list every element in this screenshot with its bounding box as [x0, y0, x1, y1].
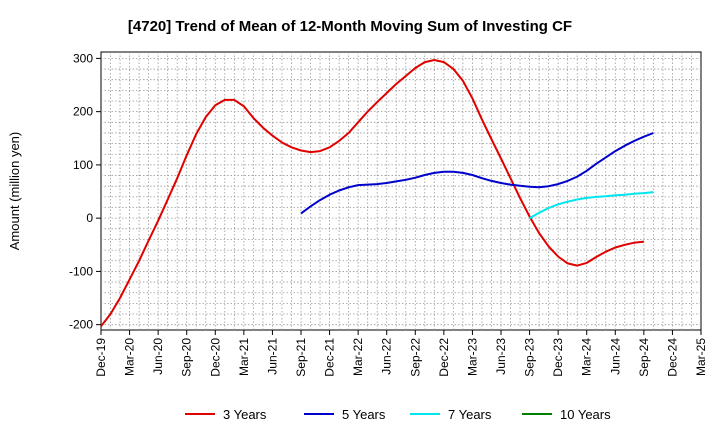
y-axis-label: Amount (million yen) — [7, 132, 22, 251]
x-tick-label: Sep-24 — [637, 338, 651, 377]
x-tick-label: Jun-21 — [265, 338, 279, 375]
y-tick-label: 100 — [73, 158, 93, 172]
y-tick-label: 200 — [73, 105, 93, 119]
y-tick-label: 0 — [86, 211, 93, 225]
x-tick-label: Dec-22 — [437, 338, 451, 377]
series-line-3-years — [100, 59, 645, 327]
x-tick-label: Jun-22 — [380, 338, 394, 375]
legend-label: 7 Years — [448, 407, 492, 422]
legend-label: 3 Years — [223, 407, 267, 422]
x-tick-label: Dec-23 — [551, 338, 565, 377]
x-tick-label: Jun-24 — [608, 338, 622, 375]
x-tick-label: Mar-24 — [580, 338, 594, 376]
x-tick-label: Mar-20 — [123, 338, 137, 376]
y-axis-ticks: 300 200 100 0 -100 -200 — [69, 51, 101, 332]
series-layer — [100, 59, 654, 327]
y-tick-label: -200 — [69, 318, 93, 332]
legend-label: 10 Years — [560, 407, 611, 422]
legend: 3 Years 5 Years 7 Years 10 Years — [185, 407, 611, 422]
y-tick-label: -100 — [69, 264, 93, 278]
x-tick-label: Mar-25 — [694, 338, 708, 376]
x-tick-label: Mar-22 — [351, 338, 365, 376]
x-axis-ticks: Dec-19 Mar-20 Jun-20 Sep-20 Dec-20 Mar-21 Jun-… — [94, 330, 708, 377]
x-tick-label: Sep-21 — [294, 338, 308, 377]
x-tick-label: Jun-20 — [151, 338, 165, 375]
x-tick-label: Sep-20 — [180, 338, 194, 377]
chart-title: [4720] Trend of Mean of 12-Month Moving … — [128, 18, 572, 35]
x-tick-label: Dec-24 — [665, 338, 679, 377]
y-tick-label: 300 — [73, 51, 93, 65]
x-tick-label: Dec-21 — [323, 338, 337, 377]
series-line-5-years — [300, 132, 654, 215]
x-tick-label: Jun-23 — [494, 338, 508, 375]
x-tick-label: Mar-21 — [237, 338, 251, 376]
x-tick-label: Sep-22 — [408, 338, 422, 377]
series-line-7-years — [529, 191, 654, 220]
x-tick-label: Dec-19 — [94, 338, 108, 377]
grid-lines — [101, 52, 701, 330]
x-tick-label: Sep-23 — [523, 338, 537, 377]
x-tick-label: Dec-20 — [208, 338, 222, 377]
x-tick-label: Mar-23 — [465, 338, 479, 376]
legend-label: 5 Years — [342, 407, 386, 422]
plot-area — [100, 51, 702, 331]
